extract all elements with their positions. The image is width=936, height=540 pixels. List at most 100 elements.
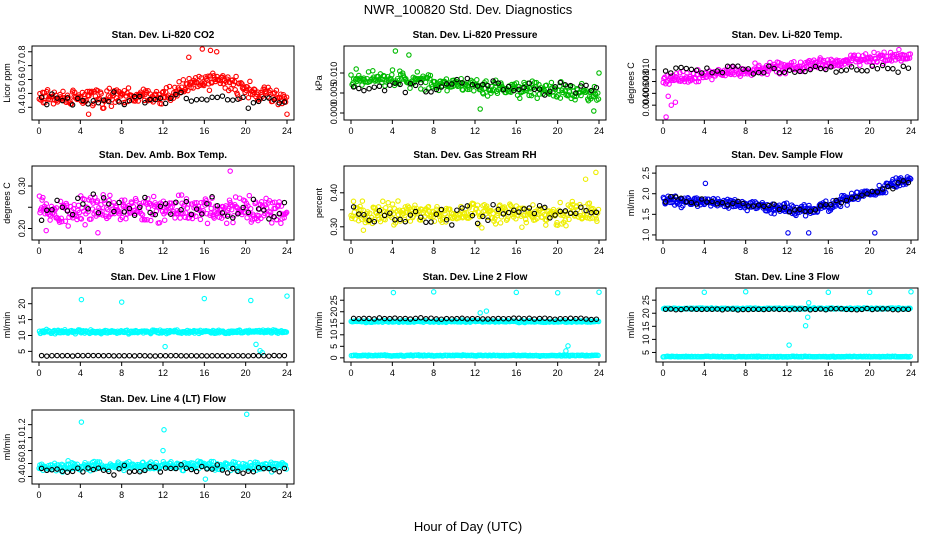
data-point	[281, 199, 288, 206]
data-point	[281, 99, 288, 105]
data-point	[126, 205, 133, 212]
data-point	[162, 343, 168, 350]
data-point	[483, 308, 490, 314]
data-point	[665, 93, 671, 100]
x-tick-label: 24	[282, 490, 292, 500]
data-point	[588, 209, 595, 216]
data-point	[82, 222, 88, 228]
data-point	[350, 198, 357, 205]
data-point	[403, 209, 410, 216]
data-point	[248, 297, 254, 304]
data-point	[131, 93, 138, 100]
data-point	[366, 85, 372, 92]
data-point	[771, 65, 777, 72]
x-tick-label: 12	[470, 126, 480, 136]
x-axis: 0 4 8 12 16 20 24	[660, 120, 916, 136]
data-point	[837, 203, 844, 210]
x-tick-label: 16	[199, 246, 209, 256]
data-point	[95, 99, 102, 106]
data-point	[459, 80, 465, 86]
panel-title: Stan. Dev. Amb. Box Temp.	[99, 150, 227, 161]
data-point	[896, 182, 903, 189]
data-point	[895, 180, 901, 186]
data-point	[230, 81, 237, 88]
data-point	[38, 94, 45, 100]
data-point	[226, 197, 233, 203]
data-point	[792, 207, 798, 213]
data-point	[235, 210, 241, 217]
data-point	[111, 472, 117, 478]
data-point	[591, 108, 597, 114]
data-point	[792, 69, 798, 75]
data-point	[523, 219, 530, 226]
data-point	[224, 97, 231, 103]
data-point	[578, 204, 584, 210]
data-point	[497, 220, 504, 226]
data-point	[807, 66, 814, 73]
data-point	[250, 196, 257, 203]
data-point	[126, 97, 133, 104]
data-point	[471, 88, 477, 94]
data-point	[785, 230, 791, 236]
data-point	[521, 84, 527, 91]
y-tick-label: 15	[641, 321, 651, 331]
data-point	[188, 98, 195, 104]
figure-title: NWR_100820 Std. Dev. Diagnostics	[364, 2, 573, 17]
data-point	[53, 205, 60, 211]
y-axis-label: degrees C	[2, 182, 12, 224]
data-point	[484, 93, 491, 99]
data-point	[702, 180, 709, 187]
y-tick-label: 0.000	[329, 102, 339, 125]
data-point	[550, 206, 557, 213]
data-point	[85, 206, 91, 212]
data-point	[866, 289, 873, 296]
y-tick-label: 0.010	[641, 58, 651, 81]
data-point	[872, 230, 878, 236]
data-point	[536, 202, 543, 209]
data-point	[220, 72, 226, 79]
data-point	[95, 210, 102, 216]
data-point	[188, 211, 195, 218]
data-point	[207, 47, 214, 54]
data-point	[406, 52, 412, 58]
data-point	[193, 353, 200, 359]
data-point	[508, 203, 514, 209]
y-tick-label: 0.7	[17, 59, 27, 72]
data-point	[172, 215, 178, 221]
data-point	[833, 57, 840, 63]
data-point	[569, 198, 576, 205]
data-point	[594, 218, 600, 225]
data-point	[742, 289, 749, 295]
data-point	[740, 200, 746, 207]
data-point	[116, 353, 122, 359]
data-point	[220, 80, 227, 87]
data-point	[407, 80, 414, 87]
data-point	[38, 217, 45, 224]
data-point	[197, 216, 204, 223]
data-point	[397, 81, 403, 88]
x-tick-label: 8	[743, 246, 748, 256]
data-point	[69, 102, 76, 108]
data-point	[681, 78, 688, 85]
data-point	[95, 230, 101, 236]
data-point	[208, 205, 214, 212]
data-point	[201, 82, 207, 89]
data-point	[78, 419, 85, 425]
data-point	[266, 95, 272, 101]
data-point	[209, 94, 215, 101]
x-tick-label: 4	[390, 126, 395, 136]
data-point	[427, 76, 433, 82]
data-point	[587, 89, 593, 95]
panel-title: Stan. Dev. Li-820 CO2	[112, 30, 215, 41]
data-point	[173, 91, 179, 98]
data-point	[402, 89, 409, 96]
data-point	[99, 212, 106, 218]
x-tick-label: 16	[511, 368, 521, 378]
data-point	[745, 203, 752, 209]
data-point	[823, 66, 829, 73]
data-point	[251, 86, 257, 92]
y-tick-label: 25	[329, 295, 339, 305]
y-tick-label: 1.2	[17, 418, 27, 431]
x-tick-label: 24	[594, 368, 604, 378]
panel-1: Stan. Dev. Li-820 CO2 Licor ppm 0 4 8 12 16 20 2…	[2, 30, 295, 136]
